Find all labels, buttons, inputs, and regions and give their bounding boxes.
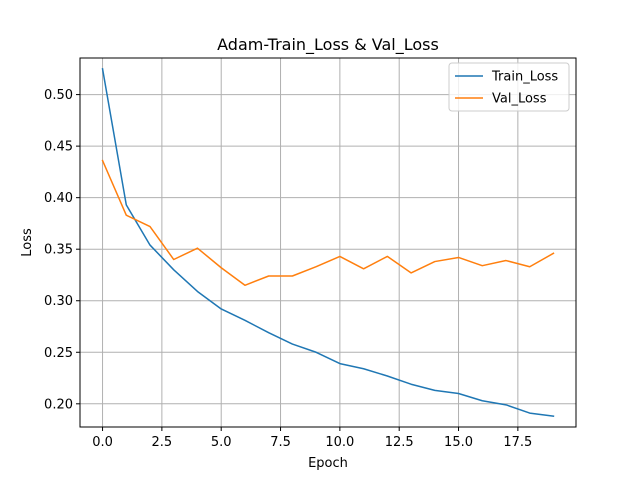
y-tick-label: 0.45 [44, 140, 73, 155]
chart-title: Adam-Train_Loss & Val_Loss [217, 35, 439, 55]
y-tick-label: 0.35 [44, 243, 73, 258]
x-tick-label: 0.0 [92, 435, 113, 450]
series-layer [101, 67, 555, 418]
x-tick-label: 5.0 [211, 435, 232, 450]
y-tick-label: 0.25 [44, 346, 73, 361]
legend: Train_Loss Val_Loss [448, 62, 570, 112]
y-tick-label: 0.30 [44, 294, 73, 309]
x-tick-label: 2.5 [152, 435, 173, 450]
x-tick-label: 10.0 [325, 435, 354, 450]
x-tick-label: 12.5 [385, 435, 414, 450]
grid [80, 58, 576, 427]
x-tick-label: 17.5 [503, 435, 532, 450]
legend-entry: Train_Loss [491, 70, 558, 85]
legend-box [448, 62, 570, 112]
x-tick-label: 15.0 [444, 435, 473, 450]
x-axis: 0.0 2.5 5.0 7.5 10.0 12.5 15.0 17.5 [92, 427, 532, 450]
x-tick-label: 7.5 [270, 435, 291, 450]
x-axis-label: Epoch [308, 456, 348, 471]
plot-frame [79, 57, 577, 428]
y-axis-label: Loss [20, 228, 35, 257]
y-axis: 0.20 0.25 0.30 0.35 0.40 0.45 0.50 [44, 88, 80, 412]
y-tick-label: 0.40 [44, 191, 73, 206]
series-line-val-loss [101, 159, 555, 287]
y-tick-label: 0.20 [44, 397, 73, 412]
legend-entry: Val_Loss [492, 92, 547, 107]
y-tick-label: 0.50 [44, 88, 73, 103]
series-line-train-loss [101, 67, 555, 418]
